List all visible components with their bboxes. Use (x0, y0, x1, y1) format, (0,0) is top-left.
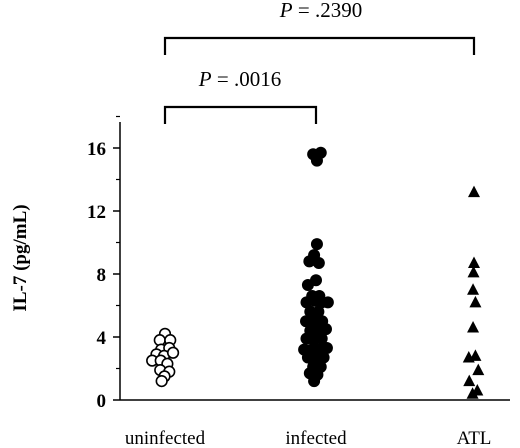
point-atl (469, 295, 482, 308)
p-value-label: P = .0016 (198, 67, 281, 91)
series-uninfected (146, 327, 180, 388)
point-atl (469, 349, 482, 361)
point-atl (468, 185, 480, 198)
point-atl (467, 265, 480, 278)
y-tick-label: 12 (87, 202, 106, 223)
axes: 0 4 8 12 16 uninfected infected ATL (87, 115, 510, 448)
x-category-label: uninfected (125, 428, 206, 448)
y-tick-label: 16 (87, 139, 106, 160)
point-atl (467, 321, 480, 333)
point-infected (312, 305, 325, 318)
x-category-label: infected (285, 428, 347, 448)
point-infected (301, 279, 314, 292)
point-infected (310, 154, 323, 167)
data-points (146, 146, 485, 399)
point-infected (308, 375, 321, 388)
point-atl (467, 283, 480, 295)
point-atl (466, 387, 479, 399)
y-tick-label: 4 (97, 328, 107, 349)
point-atl (472, 363, 485, 376)
point-atl (468, 256, 480, 268)
point-infected (319, 323, 332, 336)
series-ATL (462, 185, 485, 399)
point-infected (317, 351, 330, 364)
point-uninfected (155, 375, 168, 388)
point-infected (303, 255, 316, 268)
y-tick-label: 8 (97, 265, 107, 286)
point-infected (315, 332, 328, 345)
y-axis-label: IL-7 (pg/mL) (10, 204, 31, 311)
x-category-label: ATL (457, 428, 492, 448)
point-atl (463, 374, 476, 387)
significance-bracket (163, 105, 318, 124)
point-infected (321, 296, 334, 309)
point-infected (320, 342, 333, 355)
point-infected (310, 238, 323, 251)
point-infected (312, 256, 325, 269)
series-infected (298, 146, 334, 388)
point-uninfected (166, 346, 180, 359)
y-tick-label: 0 (97, 391, 107, 412)
p-value-label: P = .2390 (279, 0, 362, 22)
significance-brackets: P = .0016 P = .2390 (163, 0, 476, 124)
significance-bracket (163, 36, 476, 55)
